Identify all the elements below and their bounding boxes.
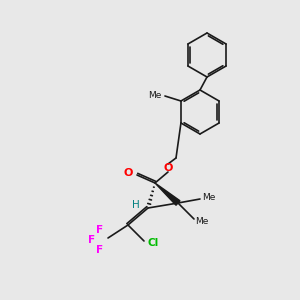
Text: F: F xyxy=(96,245,103,255)
Polygon shape xyxy=(155,183,180,205)
Text: Me: Me xyxy=(195,218,208,226)
Text: F: F xyxy=(88,235,96,245)
Text: Me: Me xyxy=(202,194,215,202)
Text: F: F xyxy=(96,225,103,235)
Text: Cl: Cl xyxy=(148,238,159,248)
Text: O: O xyxy=(163,163,173,173)
Text: Me: Me xyxy=(148,92,162,100)
Text: O: O xyxy=(124,168,133,178)
Text: H: H xyxy=(132,200,140,210)
